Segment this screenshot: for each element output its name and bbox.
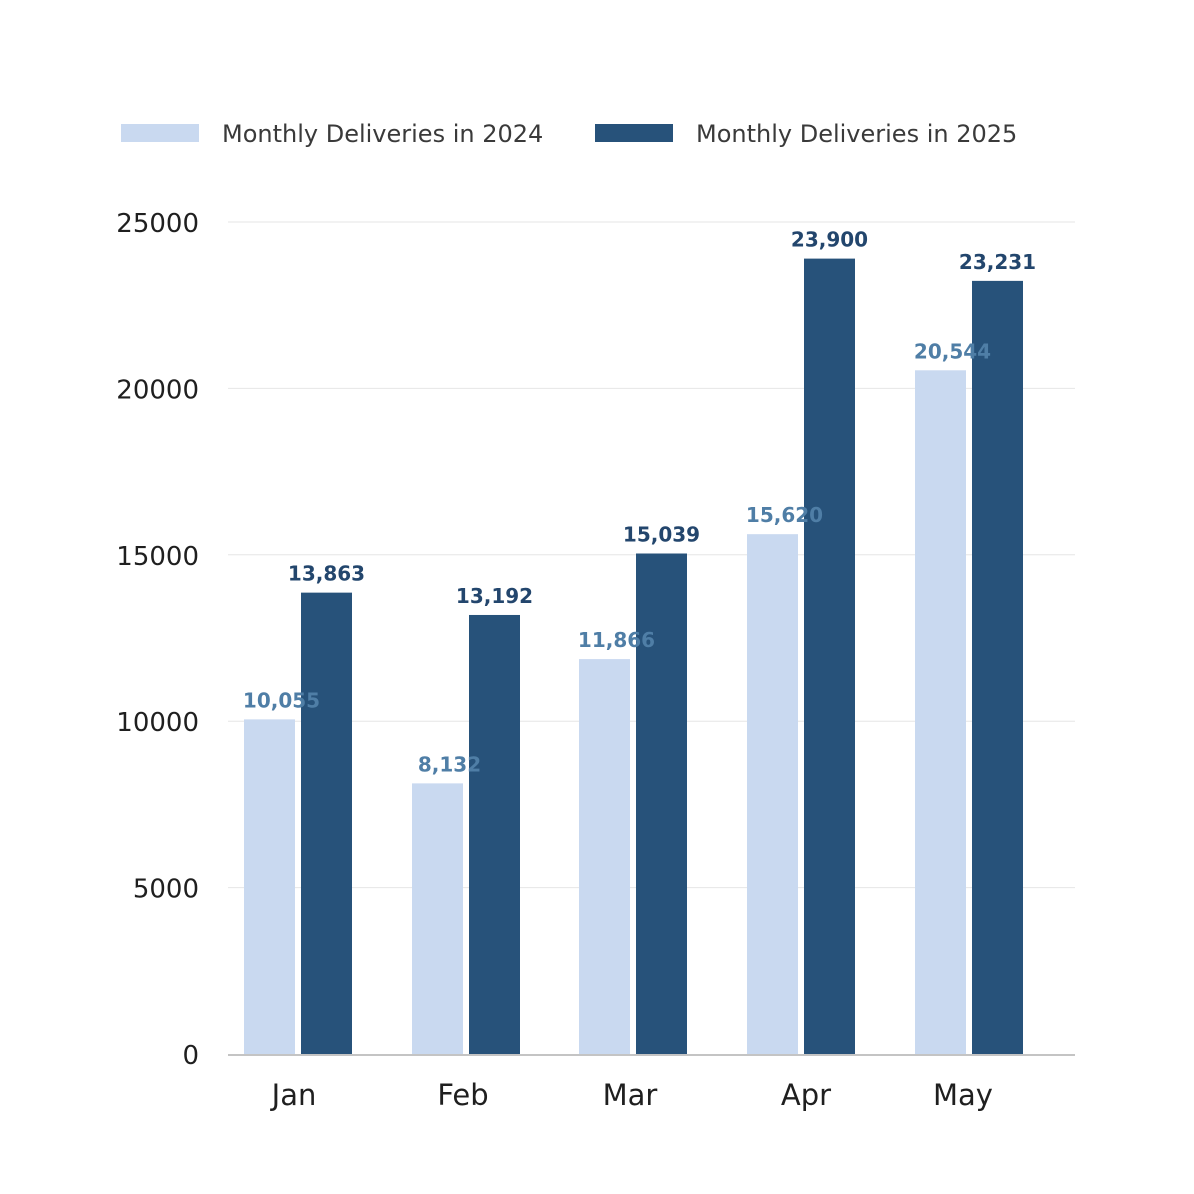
legend-swatch-2025 bbox=[595, 124, 673, 142]
bar-feb-2025 bbox=[469, 614, 520, 1054]
bar-value-label: 23,231 bbox=[959, 250, 1036, 274]
bar-value-label: 10,055 bbox=[243, 688, 320, 712]
bar-value-label: 13,192 bbox=[456, 584, 533, 608]
y-tick-label: 5000 bbox=[133, 875, 199, 905]
legend-label-2024: Monthly Deliveries in 2024 bbox=[222, 120, 543, 148]
x-tick-label: Feb bbox=[437, 1078, 488, 1112]
bar-apr-2025 bbox=[804, 258, 855, 1054]
legend-swatch-2024 bbox=[121, 124, 199, 142]
bar-value-label: 20,544 bbox=[914, 339, 991, 363]
bar-feb-2024 bbox=[412, 783, 463, 1054]
x-tick-label: May bbox=[933, 1078, 993, 1112]
x-tick-label: Mar bbox=[603, 1078, 658, 1112]
bar-value-label: 15,620 bbox=[746, 503, 823, 527]
bar-may-2025 bbox=[972, 280, 1023, 1054]
y-tick-label: 25000 bbox=[116, 209, 199, 239]
bar-value-labels: 10,055 13,863 8,132 13,192 11,866 15,039 15,62… bbox=[243, 228, 1036, 777]
legend-label-2025: Monthly Deliveries in 2025 bbox=[696, 120, 1017, 148]
bar-jan-2025 bbox=[301, 592, 352, 1054]
y-tick-label: 0 bbox=[182, 1041, 199, 1071]
bars bbox=[244, 258, 1023, 1055]
bar-mar-2024 bbox=[579, 659, 630, 1054]
bar-value-label: 8,132 bbox=[418, 752, 481, 776]
bar-may-2024 bbox=[915, 370, 966, 1055]
bar-value-label: 23,900 bbox=[791, 228, 868, 252]
y-tick-label: 20000 bbox=[116, 375, 199, 405]
y-tick-label: 10000 bbox=[116, 708, 199, 738]
x-tick-label: Apr bbox=[781, 1078, 831, 1112]
bar-value-label: 11,866 bbox=[578, 628, 655, 652]
y-tick-label: 15000 bbox=[116, 542, 199, 572]
y-axis-ticks: 0 5000 10000 15000 20000 25000 bbox=[116, 209, 199, 1071]
bar-value-label: 13,863 bbox=[288, 562, 365, 586]
legend: Monthly Deliveries in 2024 Monthly Delive… bbox=[121, 120, 1017, 148]
bar-value-label: 15,039 bbox=[623, 523, 700, 547]
x-axis-ticks: Jan Feb Mar Apr May bbox=[270, 1078, 993, 1112]
x-tick-label: Jan bbox=[270, 1078, 317, 1112]
bar-jan-2024 bbox=[244, 719, 295, 1054]
bar-apr-2024 bbox=[747, 534, 798, 1054]
bar-mar-2025 bbox=[636, 553, 687, 1054]
